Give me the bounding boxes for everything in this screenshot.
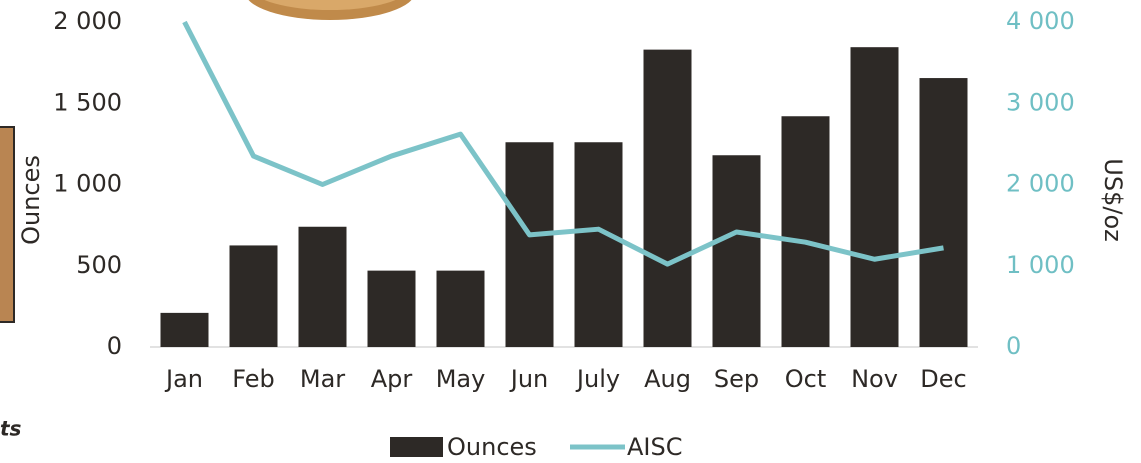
y-tick-label: 1 500 <box>53 88 122 116</box>
y-axis-label: Ounces <box>17 155 45 245</box>
x-tick-label: May <box>436 365 486 393</box>
line <box>182 20 944 267</box>
bar <box>436 270 485 347</box>
y2-tick-label: 4 000 <box>1006 7 1075 35</box>
bar <box>160 312 209 347</box>
x-tick-label: Dec <box>920 365 966 393</box>
y-tick-label: 2 000 <box>53 7 122 35</box>
x-tick-label: Oct <box>785 365 827 393</box>
bar <box>574 142 623 347</box>
x-tick-label: Feb <box>232 365 275 393</box>
y-tick-label: 0 <box>107 332 122 360</box>
y2-tick-label: 3 000 <box>1006 88 1075 116</box>
y2-tick-label: 2 000 <box>1006 170 1075 198</box>
y-tick-label: 1 000 <box>53 170 122 198</box>
legend-label: Ounces <box>447 433 537 461</box>
image-fragment <box>0 126 15 323</box>
bar <box>298 226 347 347</box>
bar <box>505 142 554 347</box>
x-tick-label: Jan <box>164 365 203 393</box>
x-tick-label: July <box>575 365 620 393</box>
bar <box>781 116 830 347</box>
x-tick-label: Mar <box>300 365 345 393</box>
bar <box>367 270 416 347</box>
y2-tick-label: 0 <box>1006 332 1021 360</box>
y2-axis-label: US$/oz <box>1099 158 1127 241</box>
x-tick-label: Jun <box>509 365 549 393</box>
cut-annotation: ts <box>0 417 22 441</box>
y2-tick-label: 1 000 <box>1006 251 1075 279</box>
coin-decoration <box>264 0 396 10</box>
bar <box>712 155 761 347</box>
x-tick-label: Aug <box>644 365 691 393</box>
bar <box>643 49 692 347</box>
legend-swatch <box>390 437 443 457</box>
y-tick-label: 500 <box>76 251 122 279</box>
x-tick-label: Sep <box>714 365 759 393</box>
bar <box>229 245 278 347</box>
x-tick-label: Apr <box>371 365 413 393</box>
legend-label: AISC <box>627 433 683 461</box>
bar <box>850 47 899 347</box>
x-tick-label: Nov <box>851 365 898 393</box>
bar <box>919 78 968 347</box>
